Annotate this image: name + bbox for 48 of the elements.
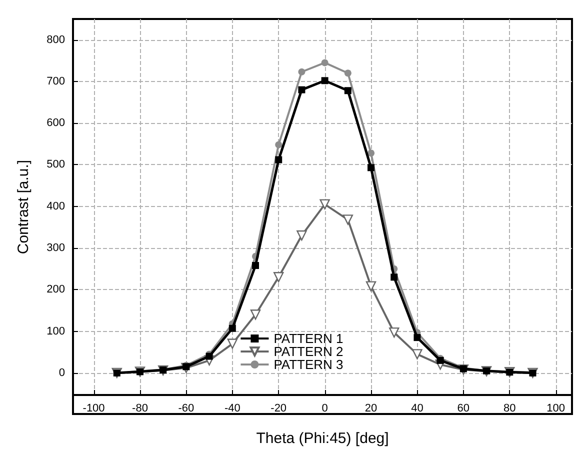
legend-label: PATTERN 1 — [274, 331, 344, 346]
y-tick-label: 400 — [46, 200, 65, 212]
x-axis-title: Theta (Phi:45) [deg] — [256, 430, 389, 447]
x-tick-label: -100 — [82, 402, 105, 414]
x-tick-label: 40 — [411, 402, 424, 414]
point — [389, 327, 400, 338]
x-tick-label: -40 — [224, 402, 240, 414]
point — [298, 86, 306, 94]
point — [414, 334, 421, 342]
x-tick-label: 80 — [504, 402, 516, 414]
point — [298, 68, 306, 76]
y-tick-label: 200 — [46, 284, 65, 296]
y-tick-label: 800 — [46, 34, 65, 46]
point — [368, 164, 375, 172]
point — [344, 70, 352, 77]
point — [390, 274, 398, 281]
x-tick-label: -80 — [132, 402, 148, 414]
point — [250, 310, 261, 320]
point — [344, 87, 352, 94]
point — [228, 324, 236, 332]
y-tick-label: 700 — [46, 75, 65, 88]
x-tick-label: 100 — [546, 402, 566, 414]
point — [275, 141, 282, 148]
point — [274, 272, 284, 282]
y-tick-label: 600 — [46, 117, 65, 130]
point — [296, 230, 307, 241]
point — [412, 349, 422, 360]
y-axis-title: Contrast [a.u.] — [15, 160, 32, 254]
y-tick-label: 300 — [46, 242, 65, 254]
point — [321, 59, 328, 66]
point — [342, 214, 354, 225]
y-tick-label: 0 — [58, 366, 65, 379]
point — [321, 77, 328, 84]
x-tick-label: 60 — [457, 402, 470, 414]
x-tick-label: 20 — [364, 402, 378, 414]
y-tick-label: 100 — [46, 325, 65, 338]
point — [227, 338, 238, 349]
point — [368, 150, 375, 157]
x-tick-label: -60 — [178, 402, 194, 414]
legend-label: PATTERN 2 — [274, 344, 344, 359]
point — [275, 156, 282, 164]
point — [320, 199, 330, 210]
point — [366, 281, 376, 292]
legend-label: PATTERN 3 — [274, 357, 344, 372]
y-tick-label: 500 — [46, 158, 65, 171]
x-tick-label: 0 — [322, 402, 328, 414]
point — [252, 262, 260, 270]
x-tick-label: -20 — [270, 402, 287, 414]
